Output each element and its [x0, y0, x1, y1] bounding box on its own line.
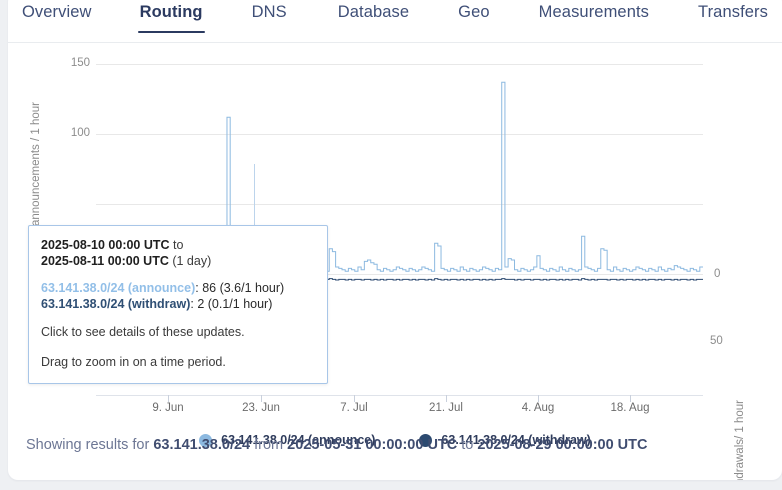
tab-routing-label: Routing: [139, 3, 203, 21]
y-tick-right-50: 50: [710, 335, 723, 347]
gridline-50: [96, 204, 703, 205]
tooltip-announce-key: 63.141.38.0/24 (announce): [41, 281, 196, 295]
tab-routing[interactable]: Routing: [137, 0, 205, 33]
tab-geo-label: Geo: [458, 3, 490, 21]
tab-dns[interactable]: DNS: [252, 0, 287, 33]
x-tick-1: 23. Jun: [242, 402, 280, 414]
footer-from-word: from: [254, 437, 284, 453]
tooltip-hint-drag: Drag to zoom in on a time period.: [41, 355, 226, 369]
legend-label-announce: 63.141.38.0/24 (announce): [221, 433, 376, 447]
tab-transfers-label: Transfers: [698, 3, 768, 21]
tab-overview-label: Overview: [22, 3, 92, 21]
bgp-updates-chart[interactable]: announcements / 1 hour withdrawals/ 1 ho…: [8, 42, 782, 480]
gridline-150: [96, 64, 703, 65]
legend-label-withdraw: 63.141.38.0/24 (withdraw): [441, 433, 591, 447]
legend-item-withdraw[interactable]: 63.141.38.0/24 (withdraw): [419, 433, 591, 447]
tooltip-announce-value: : 86 (3.6/1 hour): [195, 281, 285, 295]
tooltip-range-end: 2025-08-11 00:00 UTC: [41, 254, 169, 268]
results-summary: Showing results for 63.141.38.0/24 from …: [26, 437, 647, 453]
footer-to-word: to: [461, 437, 474, 453]
tooltip-withdraw-value: : 2 (0.1/1 hour): [190, 297, 273, 311]
y-tick-left-150: 150: [70, 57, 90, 69]
routing-card: Overview Routing DNS Database Geo Measur…: [8, 0, 782, 480]
tooltip-range-start-line: 2025-08-10 00:00 UTC to: [41, 237, 315, 253]
gridline-100: [96, 134, 703, 135]
chart-legend: 63.141.38.0/24 (announce) 63.141.38.0/24…: [8, 433, 782, 447]
x-tick-4: 4. Aug: [521, 402, 555, 414]
tooltip-withdraw-line: 63.141.38.0/24 (withdraw): 2 (0.1/1 hour…: [41, 296, 315, 312]
footer-resource: 63.141.38.0/24: [153, 437, 251, 453]
legend-item-announce[interactable]: 63.141.38.0/24 (announce): [199, 433, 375, 447]
tooltip-hint-click: Click to see details of these updates.: [41, 325, 245, 339]
tab-overview[interactable]: Overview: [22, 0, 92, 33]
x-tick-3: 21. Jul: [429, 402, 463, 414]
x-axis-line: [96, 395, 703, 396]
x-tick-5: 18. Aug: [610, 402, 650, 414]
tab-dns-label: DNS: [251, 3, 287, 21]
tab-database[interactable]: Database: [338, 0, 409, 33]
tooltip-range-end-line: 2025-08-11 00:00 UTC (1 day): [41, 253, 315, 269]
tab-measurements-label: Measurements: [538, 3, 649, 21]
tab-geo[interactable]: Geo: [458, 0, 490, 33]
gridline-0: [96, 274, 703, 275]
tooltip-withdraw-key: 63.141.38.0/24 (withdraw): [41, 297, 191, 311]
y-tick-left-100: 100: [70, 127, 90, 139]
footer-start-date: 2025-05-31 00:00:00 UTC: [287, 437, 458, 453]
legend-color-swatch-announce: [199, 433, 213, 447]
tab-measurements[interactable]: Measurements: [539, 0, 649, 33]
tooltip-duration: (1 day): [168, 254, 212, 268]
x-tick-0: 9. Jun: [152, 402, 184, 414]
tab-database-label: Database: [337, 3, 410, 21]
footer-end-date: 2025-08-29 00:00:00 UTC: [477, 437, 648, 453]
tab-transfers[interactable]: Transfers: [698, 0, 768, 33]
tooltip-to-word: to: [169, 238, 184, 252]
chart-tooltip: 2025-08-10 00:00 UTC to 2025-08-11 00:00…: [28, 225, 328, 384]
x-tick-2: 7. Jul: [340, 402, 368, 414]
y-tick-right-0: 0: [714, 268, 721, 280]
footer-prefix: Showing results for: [26, 437, 150, 453]
tooltip-range-start: 2025-08-10 00:00 UTC: [41, 238, 170, 252]
hover-cursor-line: [254, 164, 255, 274]
legend-color-swatch-withdraw: [419, 433, 433, 447]
tab-bar: Overview Routing DNS Database Geo Measur…: [8, 0, 782, 43]
tooltip-announce-line: 63.141.38.0/24 (announce): 86 (3.6/1 hou…: [41, 280, 315, 296]
